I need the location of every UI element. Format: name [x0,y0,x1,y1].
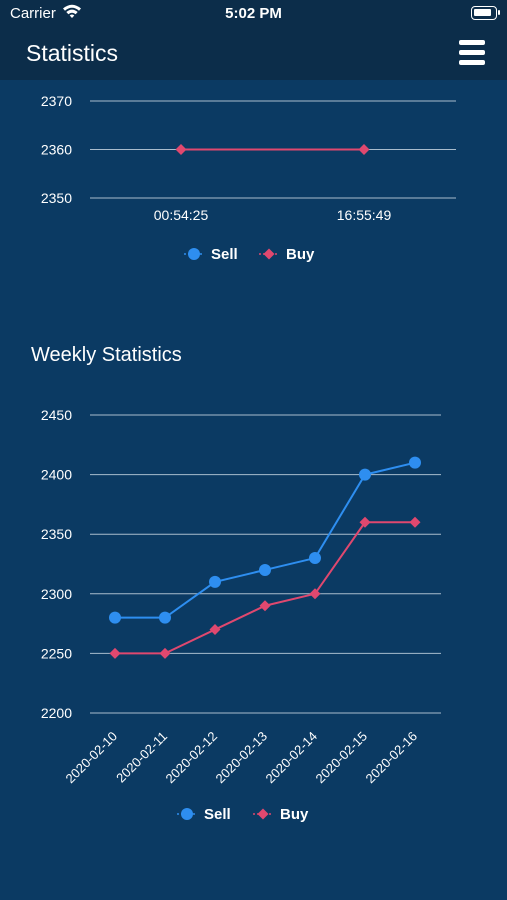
sell-point [159,611,171,624]
buy-series-line [115,521,415,655]
hamburger-menu-icon[interactable] [459,40,485,66]
y-tick-label: 2400 [41,467,72,483]
buy-point [359,516,371,528]
y-tick-label: 2300 [41,586,72,602]
buy-point [109,647,121,659]
legend-item-sell[interactable]: Sell [184,246,238,263]
sell-legend-marker [188,248,200,260]
x-tick-label: 2020-02-13 [212,729,270,787]
y-tick-label: 2350 [41,526,72,542]
y-tick-label: 2370 [41,93,72,109]
carrier-label: Carrier [10,5,56,22]
legend-item-buy[interactable]: Buy [259,246,315,263]
x-tick-label: 00:54:25 [154,207,209,223]
sell-point [359,468,371,481]
battery-icon [471,6,500,20]
status-bar: Carrier 5:02 PM [0,0,507,28]
chart-legend: Sell Buy [177,806,309,823]
sell-point [259,563,271,576]
y-tick-label: 2350 [41,190,72,206]
buy-point [175,144,187,155]
status-time: 5:02 PM [225,5,282,22]
x-tick-label: 2020-02-16 [362,729,420,787]
daily-chart: 2350 2360 2370 00:54:25 16:55:49 Sell Buy [41,93,456,263]
legend-label: Sell [211,246,238,263]
buy-point [209,624,221,636]
wifi-icon [62,3,82,23]
legend-label: Buy [280,806,309,823]
x-tick-label: 2020-02-11 [113,729,170,786]
legend-item-buy[interactable]: Buy [253,806,309,823]
y-tick-label: 2360 [41,142,72,158]
buy-legend-marker [263,248,275,260]
y-tick-label: 2250 [41,645,72,661]
chart-legend: Sell Buy [184,246,315,263]
buy-point [259,600,271,612]
weekly-section-title: Weekly Statistics [31,344,182,366]
buy-point [409,516,421,528]
x-tick-label: 2020-02-14 [262,729,320,787]
legend-label: Sell [204,806,231,823]
y-tick-label: 2450 [41,407,72,423]
sell-series-line [115,461,416,619]
sell-point [209,575,221,588]
navigation-bar: Statistics [0,28,507,80]
weekly-chart: 2200225023002350240024502020-02-102020-0… [41,407,441,823]
sell-point [409,456,421,469]
page-title: Statistics [26,40,119,66]
sell-legend-marker [181,808,193,820]
legend-label: Buy [286,246,315,263]
buy-legend-marker [257,808,269,820]
y-tick-label: 2200 [41,705,72,721]
buy-point [309,588,321,600]
sell-point [109,611,121,624]
x-tick-label: 16:55:49 [337,207,392,223]
x-tick-label: 2020-02-15 [312,729,370,787]
buy-point [159,647,171,659]
x-tick-label: 2020-02-12 [162,729,220,787]
x-tick-label: 2020-02-10 [62,729,120,787]
legend-item-sell[interactable]: Sell [177,806,231,823]
buy-point [358,144,370,155]
sell-point [309,552,321,565]
